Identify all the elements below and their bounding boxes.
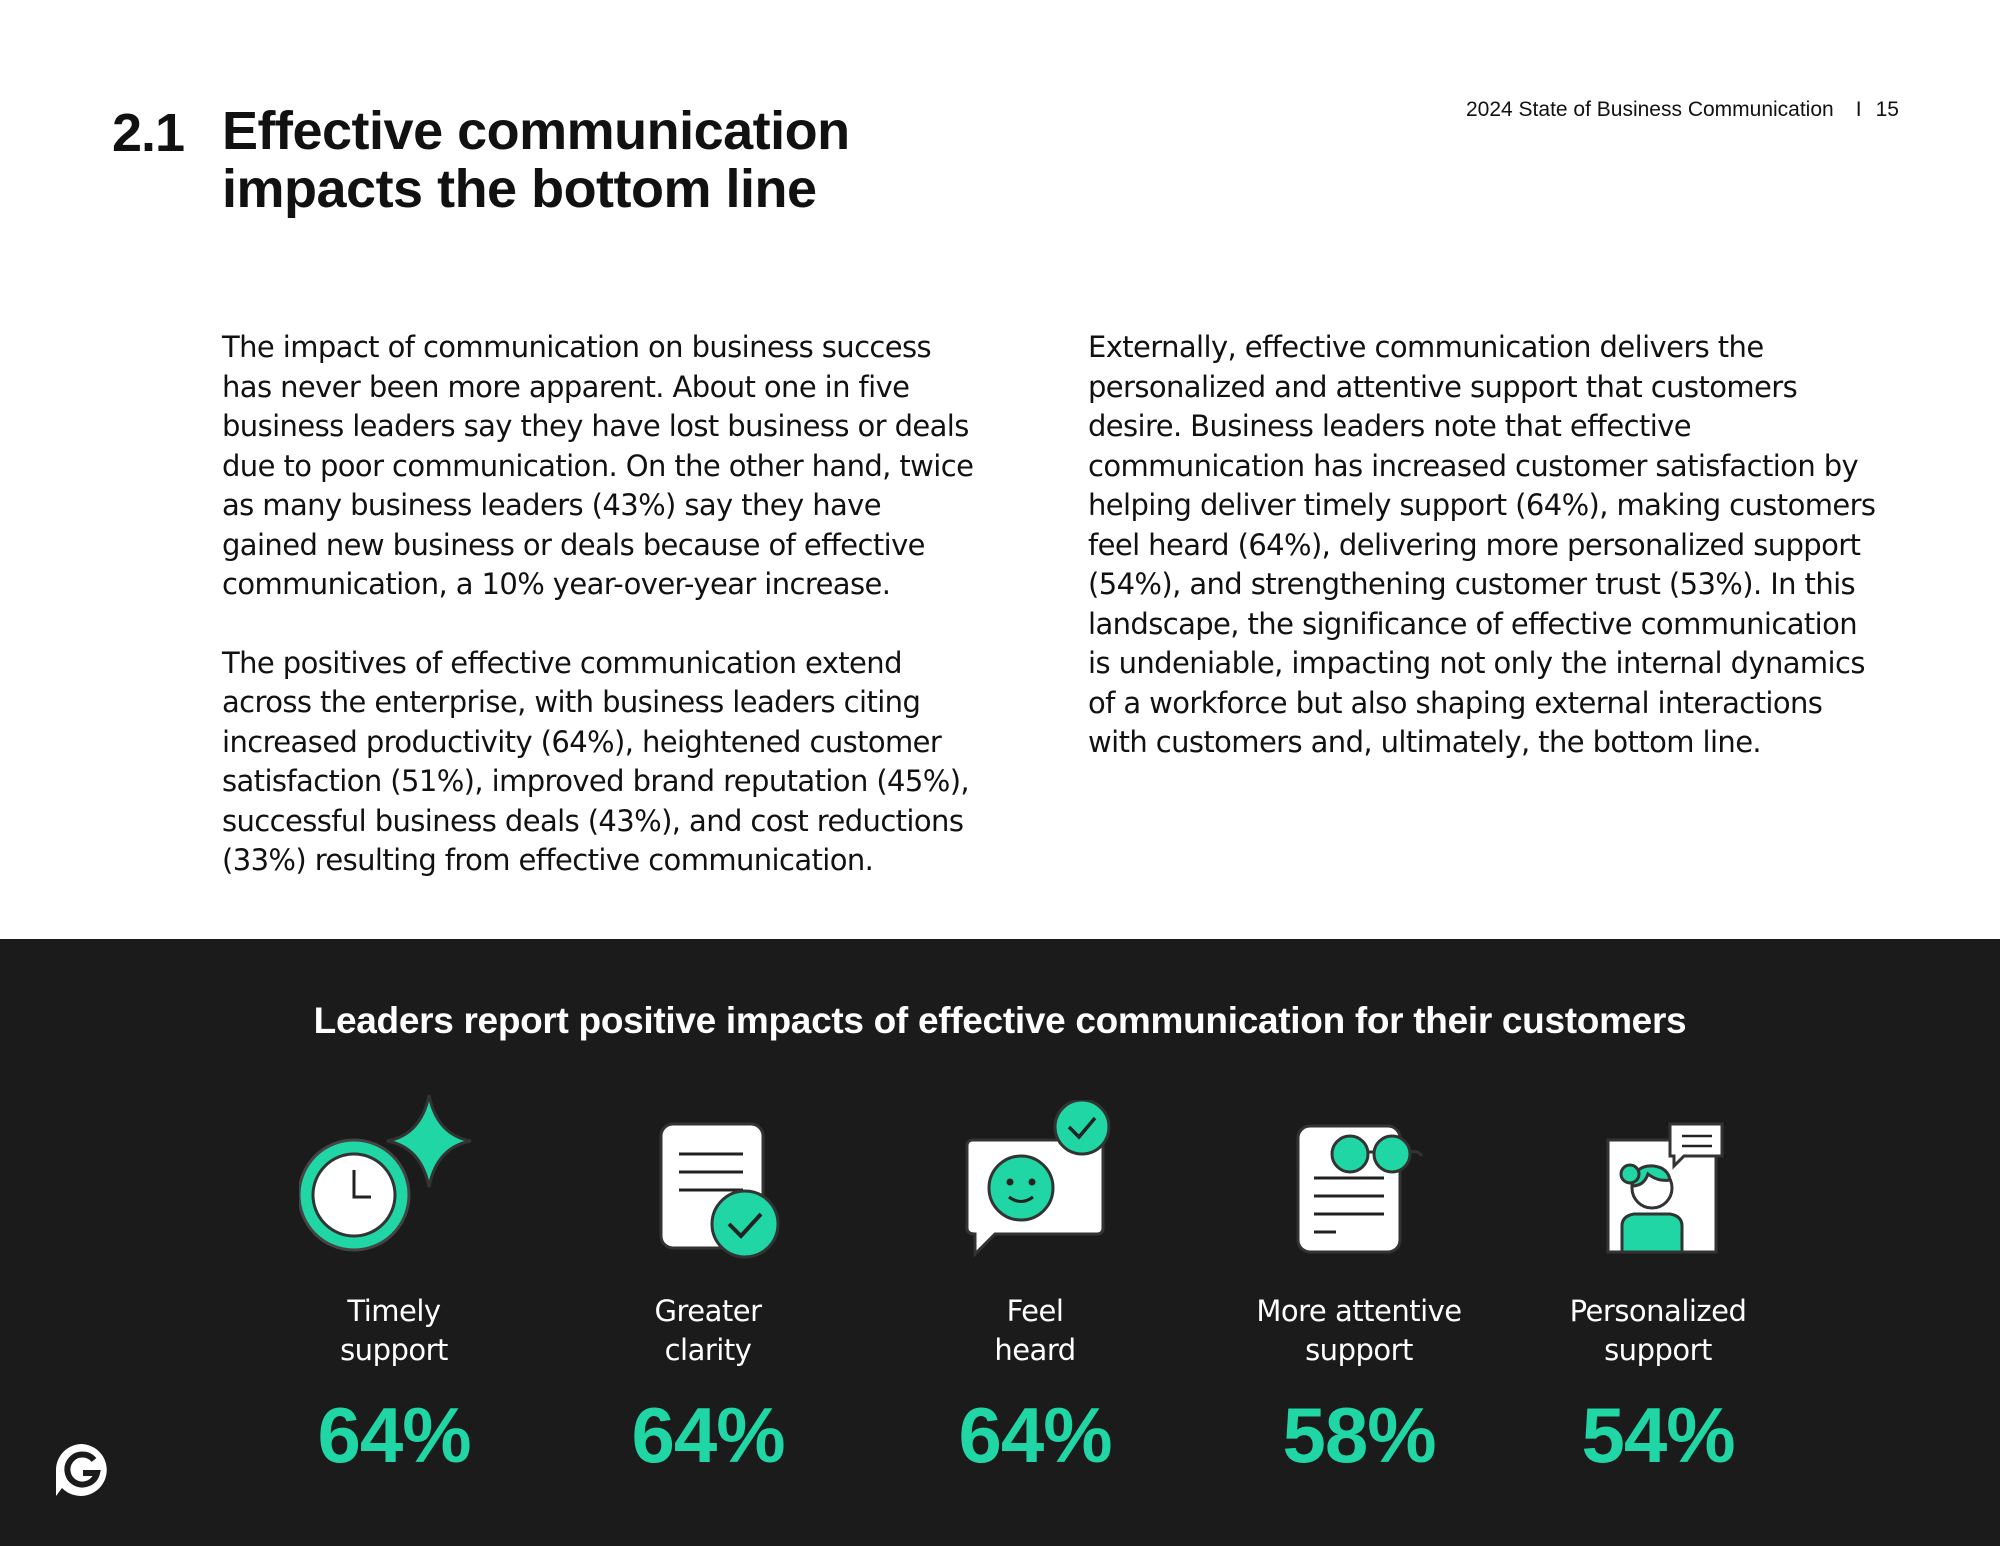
page-number: 15	[1875, 98, 1899, 121]
report-header: 2024 State of Business Communication I 15	[1466, 98, 1899, 122]
report-title: 2024 State of Business Communication	[1466, 98, 1834, 121]
body-left-column: The impact of communication on business …	[222, 328, 982, 881]
header-separator: I	[1855, 98, 1862, 121]
stat-timely-support: Timely support 64%	[264, 1080, 524, 1481]
stat-value: 64%	[631, 1391, 785, 1479]
body-paragraph: The impact of communication on business …	[222, 330, 974, 601]
smiley-chat-icon	[965, 1100, 1111, 1258]
stat-label: Greater clarity	[654, 1294, 762, 1367]
document-glasses-icon	[1296, 1124, 1424, 1254]
stat-label: Timely support	[340, 1294, 448, 1367]
body-paragraph: Externally, effective communication deli…	[1088, 330, 1876, 759]
document-check-icon	[659, 1122, 780, 1259]
section-number: 2.1	[112, 103, 185, 163]
stat-label: More attentive support	[1256, 1294, 1462, 1367]
person-chat-icon	[1606, 1122, 1724, 1254]
stat-label: Feel heard	[994, 1294, 1076, 1367]
section-title: Effective communication impacts the bott…	[222, 101, 850, 219]
stat-value: 54%	[1581, 1391, 1735, 1479]
stat-value: 64%	[958, 1391, 1112, 1479]
body-paragraph: The positives of effective communication…	[222, 645, 970, 878]
clock-sparkle-icon	[299, 1094, 472, 1252]
body-right-column: Externally, effective communication deli…	[1088, 328, 1878, 763]
stat-value: 64%	[317, 1391, 471, 1479]
stat-more-attentive-support: More attentive support 58%	[1229, 1080, 1489, 1481]
stat-feel-heard: Feel heard 64%	[905, 1080, 1165, 1481]
infographic-title: Leaders report positive impacts of effec…	[313, 1000, 1687, 1041]
stat-personalized-support: Personalized support 54%	[1528, 1080, 1788, 1481]
grammarly-logo-icon	[56, 1444, 107, 1496]
stat-label: Personalized support	[1569, 1294, 1747, 1367]
stat-greater-clarity: Greater clarity 64%	[578, 1080, 838, 1481]
stat-value: 58%	[1282, 1391, 1436, 1479]
